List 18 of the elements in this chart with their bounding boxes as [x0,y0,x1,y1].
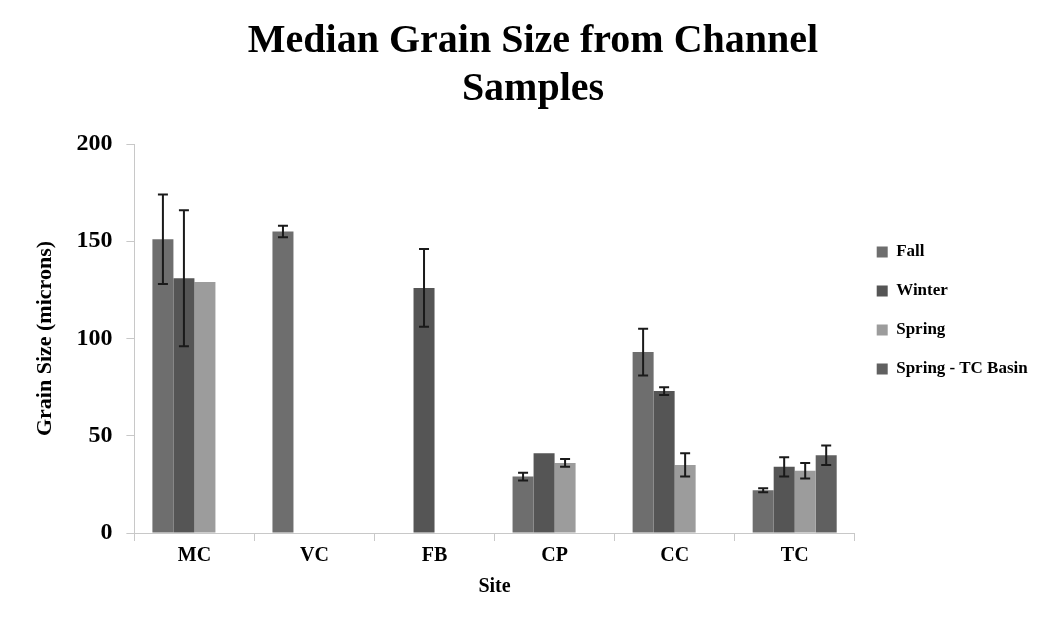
legend-label: Spring - TC Basin [896,358,1029,378]
y-tick-label: 0 [100,518,113,545]
x-tick-label: FB [421,543,448,566]
x-tick-label: CP [541,543,568,566]
legend-label: Winter [896,280,949,300]
x-tick-label: CC [660,543,690,566]
legend-label: Fall [896,241,925,261]
legend-label: Spring [896,319,946,339]
y-tick-label: 200 [76,129,113,156]
x-tick-label: VC [300,543,329,566]
x-tick-label: TC [780,543,809,566]
chart-title: Median Grain Size from Channel Samples [247,16,819,110]
y-tick-label: 150 [76,226,113,253]
x-tick-label: MC [177,543,212,566]
x-axis-title: Site [478,574,511,597]
y-tick-label: 50 [88,420,113,447]
y-tick-label: 100 [76,323,113,350]
y-axis-title: Grain Size (microns) [30,240,56,437]
